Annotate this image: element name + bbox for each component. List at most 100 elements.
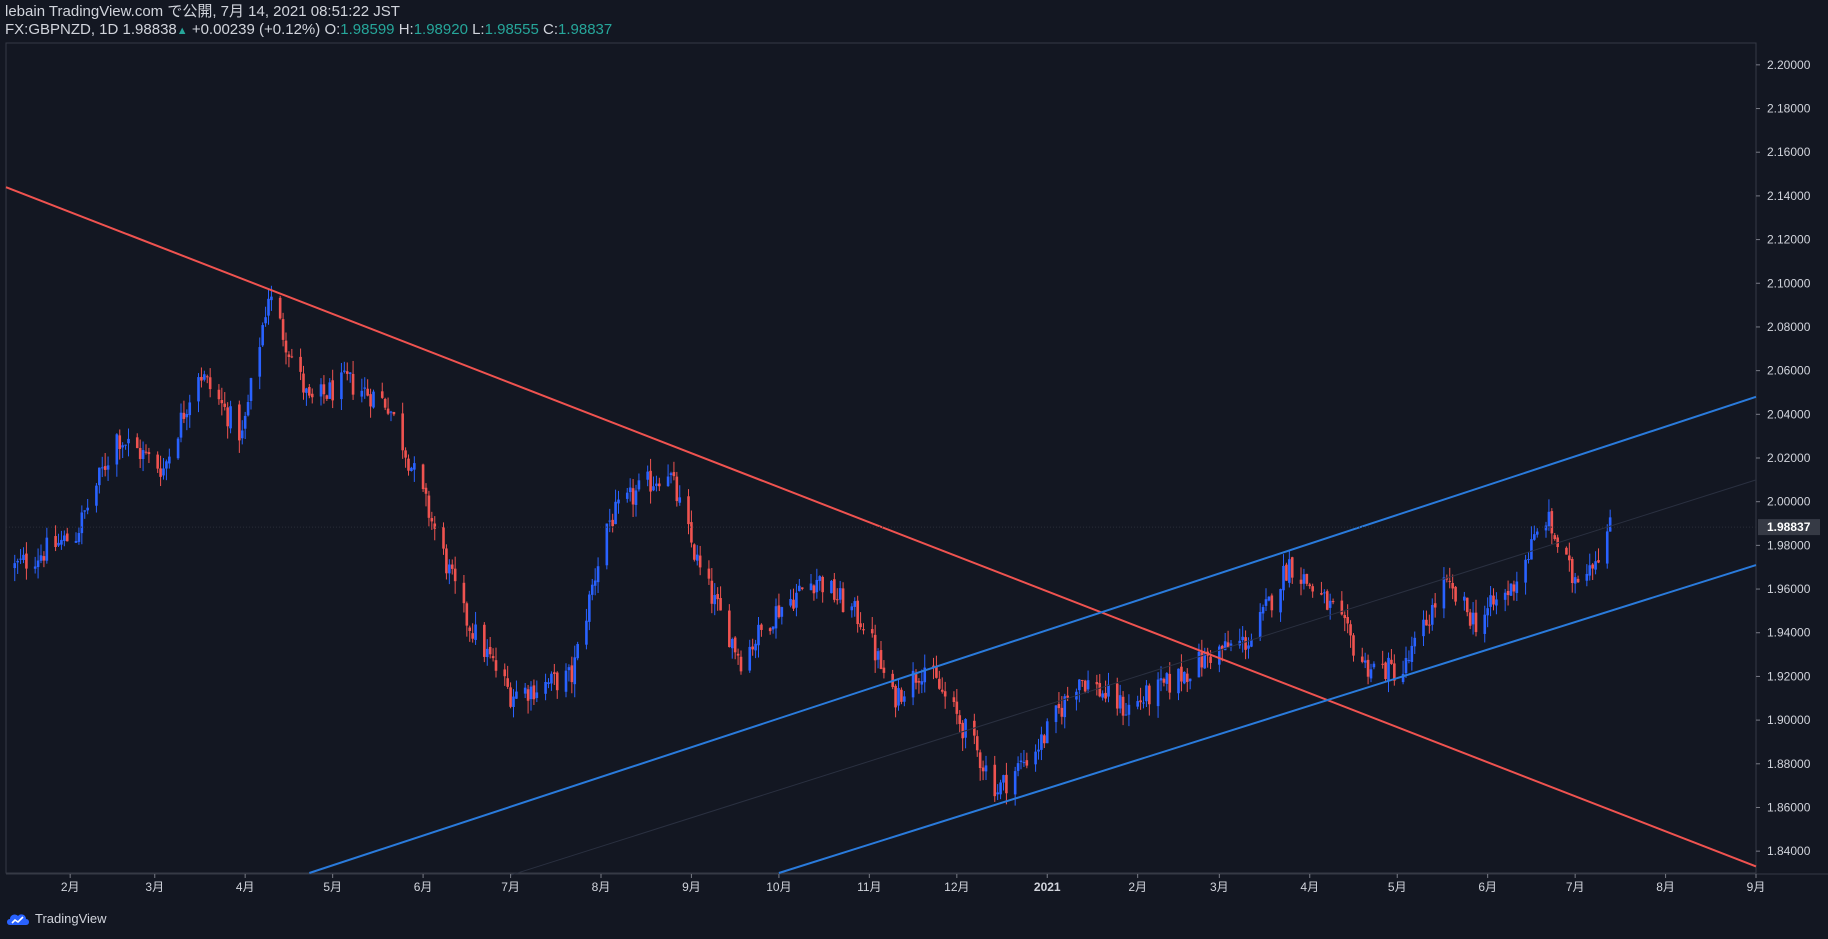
candle-body	[678, 497, 682, 503]
candle-body	[1264, 599, 1268, 606]
candle-body	[798, 585, 801, 592]
candle-body	[573, 657, 577, 685]
candle-body	[345, 371, 349, 374]
tradingview-logo[interactable]: TradingView	[6, 911, 107, 926]
candle-body	[555, 672, 559, 691]
candle-body	[637, 480, 641, 490]
candle-body	[713, 595, 717, 605]
down-trend-line[interactable]	[5, 186, 1757, 868]
price-axis[interactable]: 2.20000 2.18000 2.16000 2.14000 2.12000 2.100…	[6, 58, 1820, 858]
candle-body	[1390, 659, 1393, 664]
y-tick-label: 1.90000	[1767, 713, 1811, 727]
candle-body	[1349, 624, 1352, 636]
candle-body	[404, 450, 407, 458]
candle-body	[1585, 573, 1589, 581]
candle-body	[1407, 659, 1411, 661]
candle-body	[687, 496, 690, 525]
candle-body	[1524, 559, 1527, 583]
candle-body	[911, 670, 915, 698]
channel-upper-trend-line[interactable]	[309, 395, 1757, 874]
candle-body	[658, 483, 661, 487]
candle-body	[710, 580, 714, 604]
candle-body	[943, 691, 947, 697]
y-tick-label: 2.06000	[1767, 364, 1811, 378]
candle-body	[903, 696, 906, 702]
candle-body	[1156, 679, 1160, 707]
candle-body	[1066, 695, 1069, 698]
candle-body	[308, 387, 311, 396]
candle-body	[95, 485, 98, 506]
candle-body	[1363, 660, 1367, 663]
candle-body	[39, 555, 43, 561]
y-tick-label: 2.20000	[1767, 58, 1811, 72]
candle-body	[1570, 558, 1574, 584]
candle-body	[284, 340, 288, 353]
candle-body	[1025, 760, 1029, 766]
x-tick-label: 9月	[1747, 880, 1766, 894]
candle-body	[135, 437, 139, 449]
candle-body	[185, 414, 189, 418]
candle-body	[16, 560, 19, 563]
candle-body	[389, 411, 393, 413]
candle-body	[1250, 639, 1253, 647]
candle-body	[1238, 640, 1242, 646]
x-tick-label: 6月	[1478, 880, 1497, 894]
candle-body	[1515, 581, 1519, 594]
candle-body	[698, 555, 702, 568]
candle-body	[876, 651, 880, 660]
candle-body	[1054, 705, 1058, 723]
candle-body	[1381, 663, 1384, 665]
candle-body	[821, 576, 824, 593]
candle-body	[1226, 642, 1230, 648]
candle-body	[1576, 578, 1580, 583]
candle-body	[780, 607, 784, 617]
candle-body	[655, 483, 658, 486]
candle-body	[372, 391, 375, 408]
candle-body	[1594, 561, 1597, 570]
candle-body	[993, 764, 997, 797]
candle-body	[818, 576, 822, 582]
candle-body	[445, 548, 448, 574]
candle-body	[1148, 685, 1151, 705]
candle-body	[879, 650, 883, 669]
candle-body	[1279, 589, 1282, 613]
candle-body	[1098, 683, 1102, 697]
candle-body	[523, 687, 527, 694]
candle-body	[1159, 678, 1163, 681]
plot-frame	[5, 42, 1828, 875]
candle-body	[1261, 607, 1265, 614]
candle-body	[261, 325, 264, 346]
channel-lower-trend-line[interactable]	[778, 564, 1757, 874]
candle-body	[25, 553, 28, 569]
time-axis[interactable]: 2月 3月 4月 5月 6月 7月 8月 9月 10月 11月 12月 2021 2月 3月 4月 5月 6月 7…	[61, 874, 1766, 894]
candle-body	[1323, 592, 1326, 594]
candle-body	[1509, 583, 1513, 596]
trend-lines[interactable]	[5, 186, 1757, 876]
candle-body	[1270, 595, 1274, 611]
candle-body	[1057, 704, 1061, 709]
candle-body	[471, 633, 474, 639]
candle-body	[1101, 693, 1104, 698]
candle-body	[1568, 555, 1571, 561]
candle-body	[532, 685, 536, 700]
candle-body	[1369, 669, 1373, 679]
candle-body	[515, 691, 518, 699]
candle-body	[491, 656, 495, 659]
candle-body	[588, 594, 591, 622]
candle-body	[675, 476, 679, 502]
candle-body	[1527, 559, 1530, 561]
candle-body	[249, 378, 253, 401]
candle-body	[999, 782, 1002, 795]
candle-body	[168, 456, 171, 464]
candle-body	[873, 634, 877, 661]
candle-body	[1454, 586, 1457, 602]
candle-body	[748, 646, 752, 671]
candle-body	[421, 464, 425, 490]
candle-body	[413, 463, 416, 470]
candle-body	[1506, 590, 1510, 596]
candle-body	[1078, 679, 1081, 691]
candle-body	[955, 701, 959, 714]
candle-body	[585, 620, 588, 645]
candle-body	[1366, 659, 1370, 677]
